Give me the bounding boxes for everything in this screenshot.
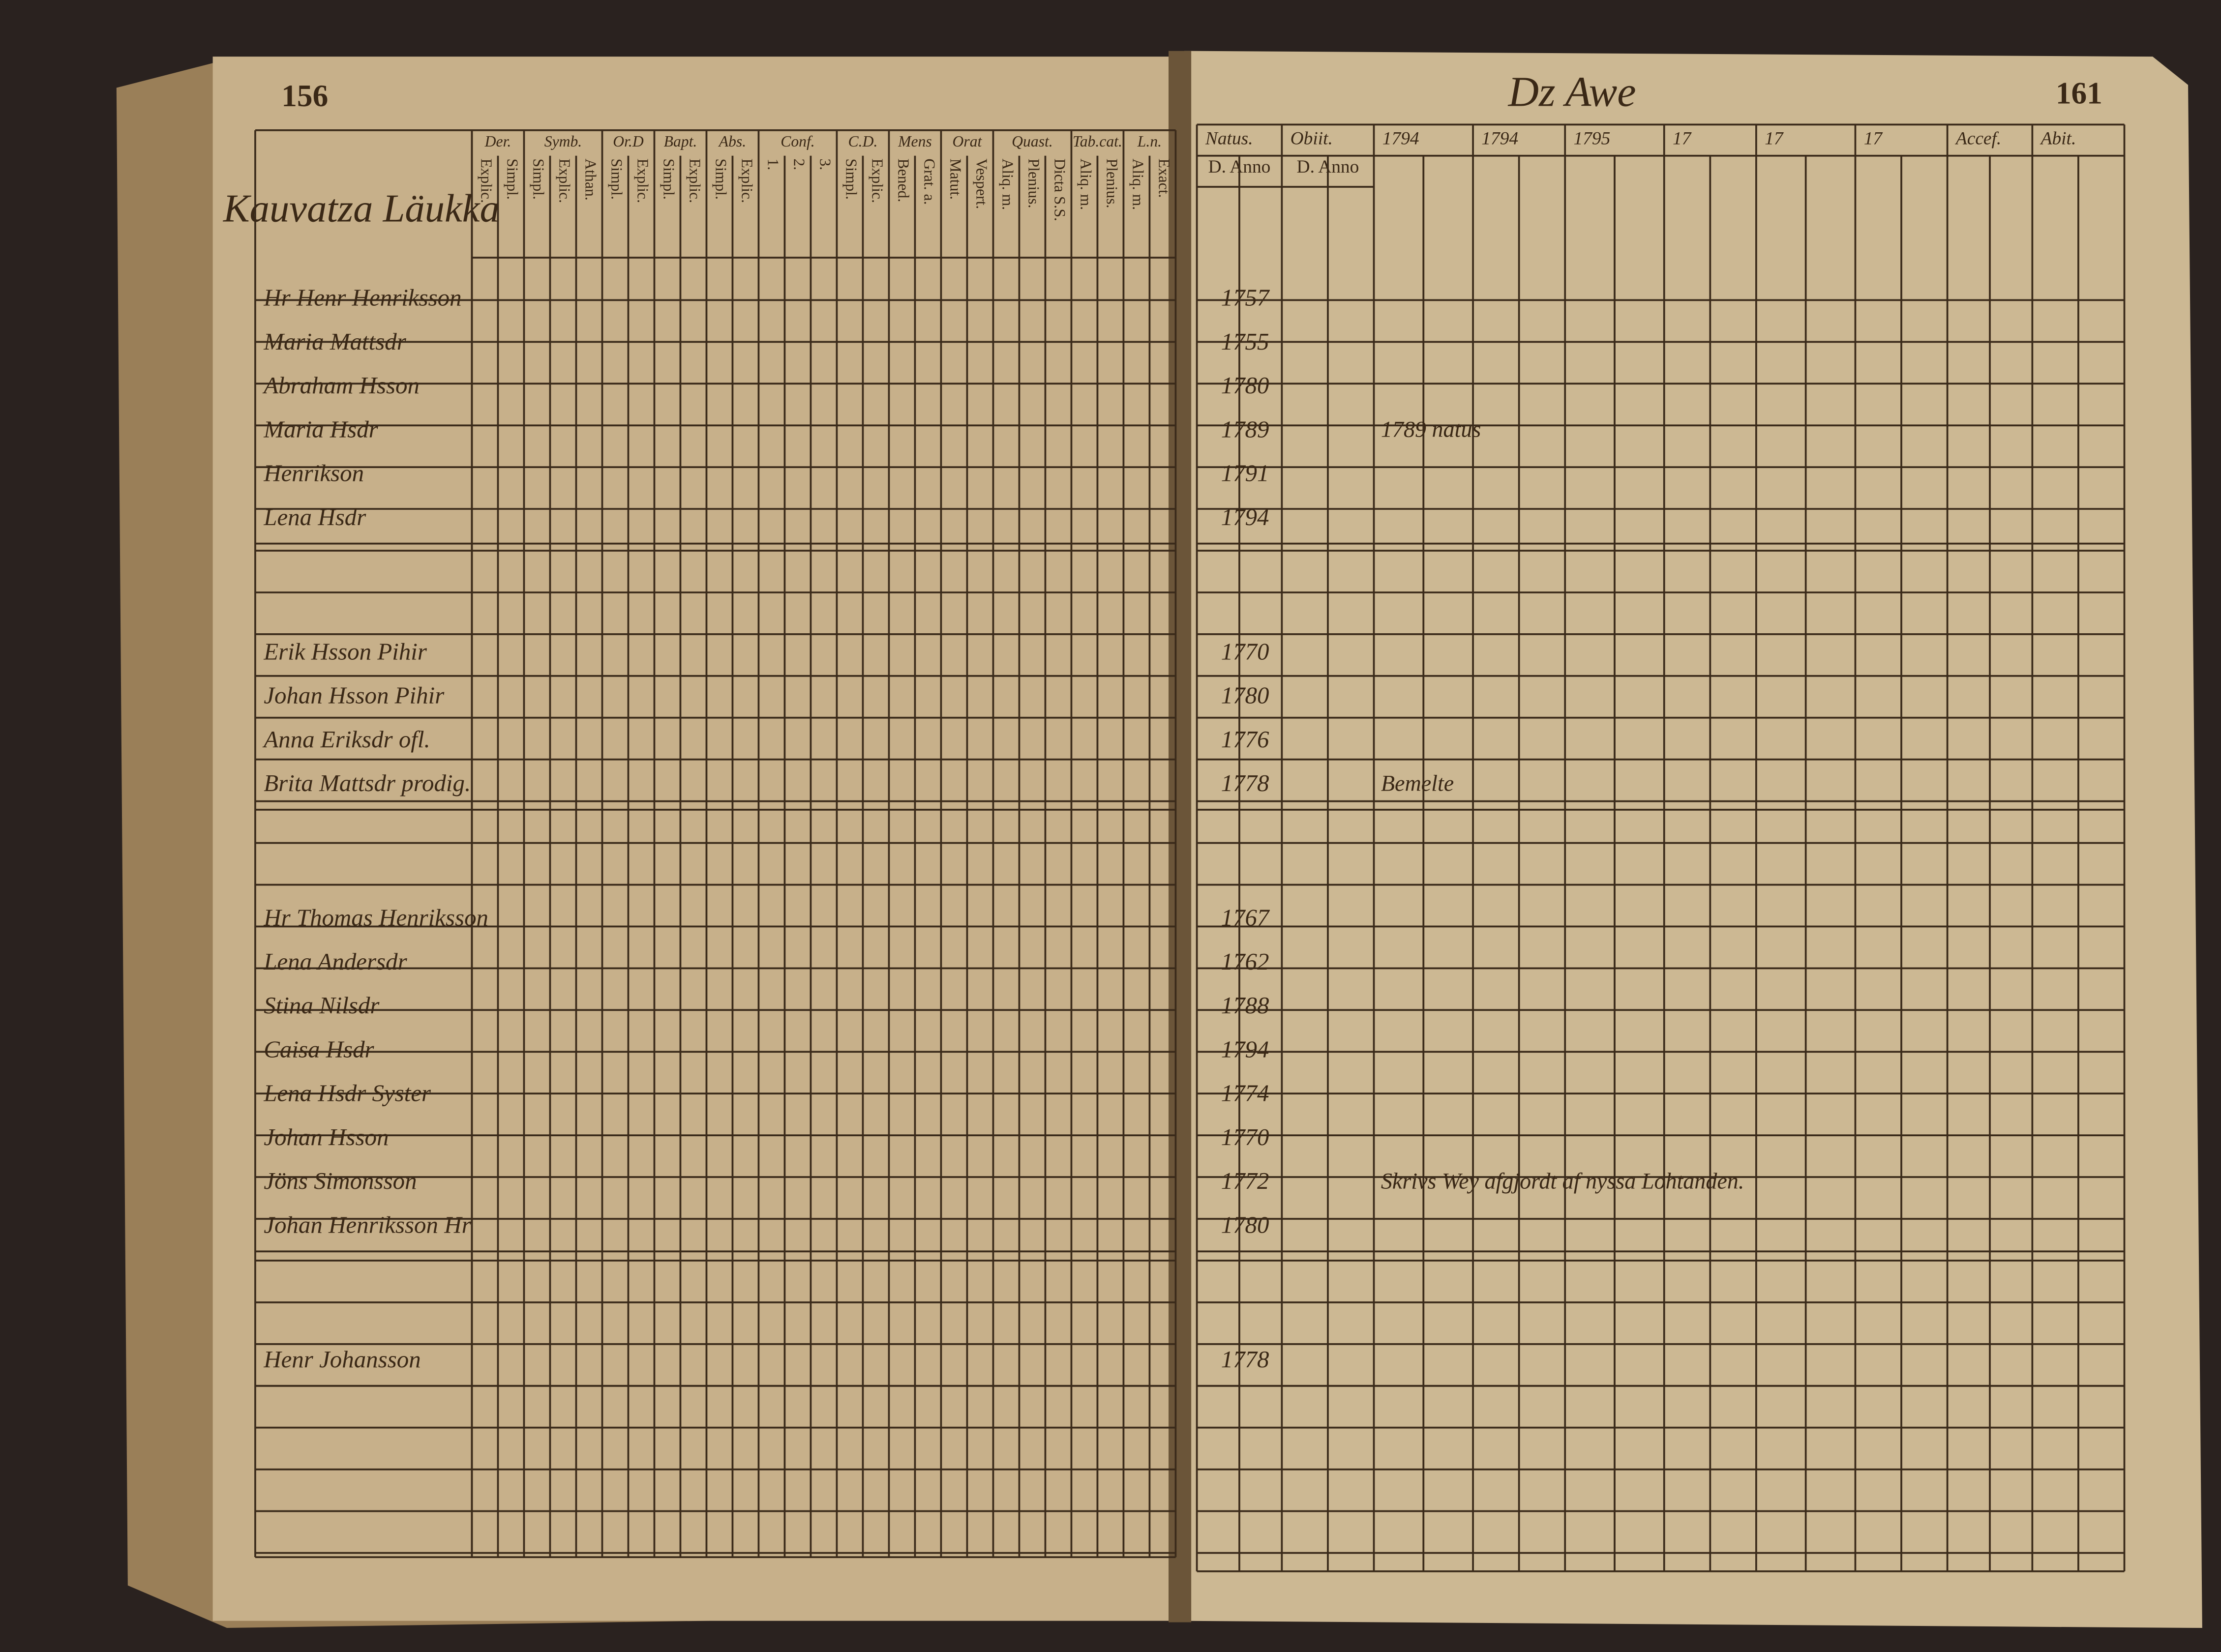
column-head: 1794 [1481,129,1518,149]
person-name: Lena Andersdr [263,948,407,975]
person-name: Henrikson [263,460,364,487]
birth-year: 1772 [1221,1167,1269,1194]
column-head: Conf. [780,133,814,150]
column-head: L.n. [1137,133,1162,150]
column-sub-head: Athan. [582,158,600,200]
annotation: Bemelte [1381,771,1454,796]
birth-year: 1755 [1221,328,1269,355]
column-sub-head: Simpl. [530,158,547,200]
column-head: Natus. [1205,129,1253,149]
person-name: Lena Hsdr [263,503,366,531]
column-head: 17 [1765,129,1784,149]
column-sub-head: 1. [765,158,782,170]
gutter [1169,51,1192,1622]
column-head: Abs. [718,133,746,150]
birth-year: 1767 [1221,904,1270,931]
column-sub-head: Explic. [478,158,495,203]
birth-year: 1776 [1221,726,1269,753]
birth-year: 1780 [1221,372,1269,399]
column-sub-head: Plenius. [1104,158,1121,208]
column-head: 17 [1673,129,1692,149]
column-sub-head: Explic. [687,158,704,203]
column-sub-head: Explic. [634,158,652,203]
birth-year: 1780 [1221,682,1269,709]
column-sub-head: Explic. [739,158,756,203]
birth-year: 1778 [1221,769,1269,796]
person-name: Jöns Simonsson [264,1167,417,1194]
person-name: Henr Johansson [263,1346,420,1373]
column-head: C.D. [848,133,878,150]
column-head: Der. [484,133,511,150]
column-head: Obiit. [1291,129,1333,149]
person-name: Hr Henr Henriksson [263,284,461,311]
annotation: 1789 natus [1381,417,1481,442]
person-name: Maria Hsdr [263,415,378,442]
person-name: Caisa Hsdr [264,1035,374,1062]
column-sub-head: Matut. [947,158,964,200]
birth-year: 1791 [1221,460,1269,487]
annotation: Skrivs Wey afgjordt af nyssa Lohtanden. [1381,1169,1744,1194]
column-sub-head: Aliq. m. [1078,158,1095,210]
column-head: Accef. [1954,129,2001,149]
column-head: Or.D [613,133,644,150]
column-sub-head: Aliq. m. [999,158,1017,210]
person-name: Erik Hsson Pihir [263,638,427,665]
right-page-number: 161 [2056,76,2102,110]
birth-year: 1789 [1221,415,1269,442]
birth-year: 1770 [1221,1123,1269,1150]
column-head: Mens [898,133,932,150]
person-name: Anna Eriksdr ofl. [262,726,430,753]
column-sub-head: Simpl. [713,158,730,200]
person-name: Abraham Hsson [262,372,420,399]
person-name: Maria Mattsdr [263,328,407,355]
column-head: 1795 [1573,129,1610,149]
column-sub-head: Explic. [869,158,886,203]
column-sub-head: Simpl. [608,158,626,200]
column-head: Orat [953,133,983,150]
birth-year: 1794 [1221,503,1269,531]
column-head: 1794 [1382,129,1419,149]
birth-year: 1778 [1221,1346,1269,1373]
column-sub-head: Simpl. [843,158,860,200]
birth-year: 1770 [1221,638,1269,665]
person-name: Stina Nilsdr [264,992,380,1019]
person-name: Hr Thomas Henriksson [263,904,488,931]
column-sub-head: Explic. [556,158,573,203]
person-name: Johan Hsson [264,1123,389,1150]
person-name: Lena Hsdr Syster [263,1080,431,1107]
person-name: Johan Hsson Pihir [264,682,445,709]
column-sub-head: Vespert. [973,158,990,209]
person-name: Brita Mattsdr prodig. [264,769,471,796]
column-head: Abit. [2040,129,2076,149]
left-page-number: 156 [281,79,328,113]
column-sub-head: Plenius. [1025,158,1043,208]
column-head: 17 [1864,129,1883,149]
birth-year: 1788 [1221,992,1269,1019]
column-sub-head: Bened. [895,158,912,202]
birth-year: 1794 [1221,1035,1269,1062]
column-sub-head: Simpl. [504,158,521,200]
column-sub-head: Dicta S.S. [1051,158,1069,221]
column-head: Tab.cat. [1073,133,1122,150]
person-name: Johan Henriksson Hr [264,1211,471,1238]
column-head: Symb. [544,133,582,150]
column-sub-head: Simpl. [660,158,678,200]
farm-name: Kauvatza Läukka [223,186,500,230]
left-page [212,57,1181,1621]
column-head: Bapt. [664,133,697,150]
column-sub-head: Grat. a. [921,158,938,205]
birth-year: 1762 [1221,948,1269,975]
column-head: Quast. [1012,133,1053,150]
birth-year: 1780 [1221,1211,1269,1238]
birth-year: 1757 [1221,284,1270,311]
column-sub-head: 2. [791,158,808,170]
right-page [1184,51,2202,1628]
column-sub-head: Aliq. m. [1130,158,1147,210]
column-sub-head: 3. [817,158,834,170]
right-page-title: Dz Awe [1508,68,1636,116]
column-sub-head: Exact. [1156,158,1173,198]
birth-year: 1774 [1221,1080,1269,1107]
